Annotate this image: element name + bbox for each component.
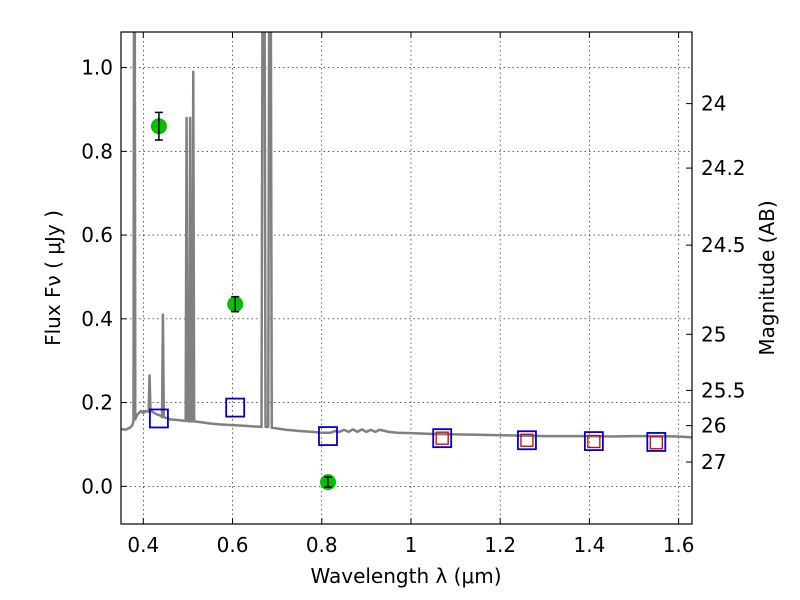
model-band-square-small bbox=[649, 436, 663, 450]
right-tick-label: 25.5 bbox=[701, 378, 746, 402]
x-tick-label: 0.6 bbox=[217, 533, 249, 557]
y-tick-label: 0.8 bbox=[81, 139, 113, 163]
right-tick-label: 24.5 bbox=[701, 233, 746, 257]
model-band-square bbox=[517, 430, 537, 451]
right-tick-label: 24 bbox=[701, 92, 726, 116]
model-band-square bbox=[318, 426, 338, 446]
x-tick-label: 0.8 bbox=[306, 533, 338, 557]
y-tick-label: 0.2 bbox=[81, 391, 113, 415]
x-tick-label: 0.4 bbox=[127, 533, 159, 557]
model-spectrum-line bbox=[121, 32, 692, 439]
y-axis-label: Flux Fν ( μJy ) bbox=[41, 210, 65, 346]
model-band-square bbox=[149, 408, 169, 429]
model-band-square-small bbox=[520, 433, 534, 447]
x-tick-label: 1.4 bbox=[573, 533, 605, 557]
model-band-square-small bbox=[435, 431, 449, 445]
plot-area bbox=[121, 32, 692, 491]
y-tick-label: 1.0 bbox=[81, 56, 113, 80]
axis-ticks: 0.4 0.6 0.8 1 1.2 1.4 1.6 0.0 0.2 0.4 0.6 0.8 1.0 24 2… bbox=[81, 32, 746, 557]
model-band-square bbox=[583, 431, 604, 451]
model-band-square bbox=[225, 397, 246, 418]
right-axis-label: Magnitude (AB) bbox=[755, 200, 779, 355]
right-tick-label: 24.2 bbox=[701, 156, 746, 180]
x-axis-label: Wavelength λ (μm) bbox=[310, 564, 501, 588]
grid bbox=[121, 32, 692, 524]
x-tick-label: 1.2 bbox=[484, 533, 516, 557]
model-band-square bbox=[646, 432, 667, 452]
y-tick-label: 0.0 bbox=[81, 474, 113, 498]
model-band-square bbox=[432, 428, 453, 449]
plot-frame bbox=[120, 31, 693, 525]
y-tick-label: 0.4 bbox=[81, 307, 113, 331]
x-tick-label: 1 bbox=[405, 533, 418, 557]
right-tick-label: 27 bbox=[701, 450, 726, 474]
right-tick-label: 26 bbox=[701, 414, 726, 438]
model-band-square-small bbox=[587, 434, 601, 449]
right-tick-label: 25 bbox=[701, 322, 726, 346]
x-tick-label: 1.6 bbox=[663, 533, 695, 557]
y-tick-label: 0.6 bbox=[81, 223, 113, 247]
